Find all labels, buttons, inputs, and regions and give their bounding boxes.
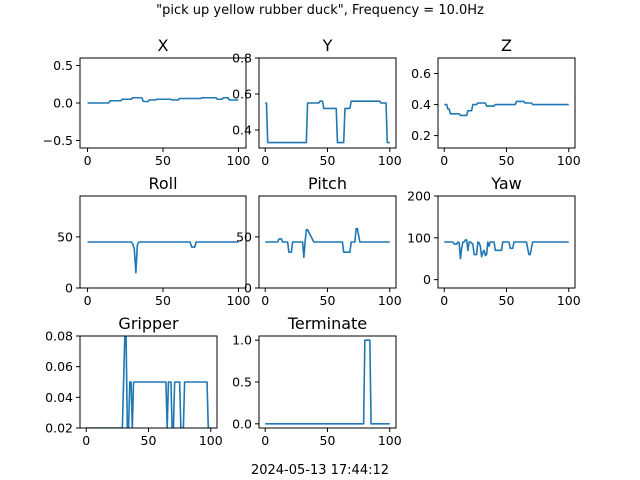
x-tick-label-x: 100 (227, 153, 251, 168)
y-tick-label-gripper: 0.04 (45, 390, 73, 405)
series-line-x (87, 96, 239, 104)
y-tick-label-terminate: 0.0 (232, 416, 252, 431)
axes-title-terminate: Terminate (287, 314, 367, 333)
axes-title-yaw: Yaw (490, 174, 521, 193)
y-tick-label-z: 0.6 (411, 66, 431, 81)
x-tick-label-y: 50 (320, 153, 336, 168)
subplot-gripper: Gripper 0 50 100 0.02 0.04 0.06 0.08 (45, 314, 223, 448)
x-tick-label-x: 0 (84, 153, 92, 168)
x-tick-label-roll: 50 (155, 293, 171, 308)
y-tick-label-x: 0.5 (53, 58, 73, 73)
subplot-terminate: Terminate 0 50 100 0.0 0.5 1.0 (232, 314, 402, 448)
x-tick-label-roll: 0 (84, 293, 92, 308)
figure-suptitle: "pick up yellow rubber duck", Frequency … (156, 3, 484, 18)
x-tick-label-terminate: 50 (320, 433, 336, 448)
series-line-yaw (444, 239, 569, 260)
y-tick-label-gripper: 0.02 (45, 421, 73, 436)
x-tick-label-gripper: 0 (82, 433, 90, 448)
x-tick-label-x: 50 (155, 153, 171, 168)
y-tick-label-pitch: 50 (236, 229, 252, 244)
x-tick-label-gripper: 50 (141, 433, 157, 448)
y-tick-label-x: −0.5 (43, 133, 73, 148)
series-line-gripper (86, 336, 211, 428)
x-tick-label-y: 100 (378, 153, 402, 168)
figure-footer-timestamp: 2024-05-13 17:44:12 (251, 463, 389, 478)
series-line-pitch (265, 227, 390, 259)
x-tick-label-gripper: 100 (199, 433, 223, 448)
y-tick-label-terminate: 1.0 (232, 333, 252, 348)
y-tick-label-x: 0.0 (53, 96, 73, 111)
y-tick-label-roll: 0 (65, 281, 73, 296)
x-tick-label-z: 100 (557, 153, 581, 168)
series-line-z (444, 100, 569, 117)
subplot-y: Y 0 50 100 0.4 0.6 0.8 (232, 36, 402, 168)
x-tick-label-roll: 100 (227, 293, 251, 308)
subplot-grid: X 0 50 100 −0.5 0.0 0.5 Y 0 50 100 0.4 0.6 0.8 Z 0 50 100… (43, 36, 581, 448)
axes-title-pitch: Pitch (308, 174, 347, 193)
y-tick-label-z: 0.4 (411, 97, 431, 112)
y-tick-label-z: 0.2 (411, 128, 431, 143)
x-tick-label-yaw: 100 (557, 293, 581, 308)
x-tick-label-pitch: 0 (261, 293, 269, 308)
x-tick-label-z: 0 (440, 153, 448, 168)
subplot-x: X 0 50 100 −0.5 0.0 0.5 (43, 36, 251, 168)
x-tick-label-z: 50 (499, 153, 515, 168)
axes-title-x: X (158, 36, 169, 55)
y-tick-label-y: 0.6 (232, 87, 252, 102)
series-line-roll (87, 241, 239, 274)
x-tick-label-terminate: 100 (378, 433, 402, 448)
y-tick-label-yaw: 200 (407, 189, 431, 204)
x-tick-label-pitch: 50 (320, 293, 336, 308)
axes-title-roll: Roll (148, 174, 177, 193)
x-tick-label-pitch: 100 (378, 293, 402, 308)
axes-title-z: Z (501, 36, 512, 55)
y-tick-label-y: 0.4 (232, 123, 252, 138)
series-line-terminate (265, 339, 390, 425)
y-tick-label-yaw: 100 (407, 230, 431, 245)
subplot-pitch: Pitch 0 50 100 0 50 (236, 174, 402, 308)
x-tick-label-y: 0 (261, 153, 269, 168)
y-tick-label-gripper: 0.06 (45, 359, 73, 374)
y-tick-label-yaw: 0 (423, 272, 431, 287)
x-tick-label-yaw: 0 (440, 293, 448, 308)
x-tick-label-yaw: 50 (499, 293, 515, 308)
subplot-z: Z 0 50 100 0.2 0.4 0.6 (411, 36, 581, 168)
subplot-yaw: Yaw 0 50 100 0 100 200 (407, 174, 581, 308)
axes-title-y: Y (322, 36, 333, 55)
y-tick-label-roll: 50 (57, 229, 73, 244)
y-tick-label-terminate: 0.5 (232, 375, 252, 390)
y-tick-label-y: 0.8 (232, 51, 252, 66)
series-line-y (265, 100, 390, 144)
y-tick-label-gripper: 0.08 (45, 329, 73, 344)
axes-title-gripper: Gripper (118, 314, 179, 333)
x-tick-label-terminate: 0 (261, 433, 269, 448)
y-tick-label-pitch: 0 (244, 281, 252, 296)
